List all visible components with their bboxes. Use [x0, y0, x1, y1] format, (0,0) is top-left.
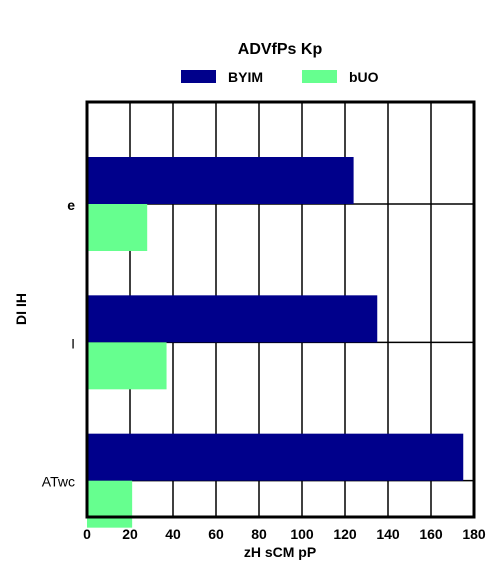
bar-byim-1 [87, 295, 377, 342]
legend: BYIM bUO [181, 69, 379, 85]
legend-label-byim: BYIM [228, 69, 263, 85]
x-tick-label-4: 80 [251, 526, 267, 542]
legend-swatch-byim [181, 70, 216, 83]
y-tick-label-2: ATwc [42, 474, 75, 490]
x-tick-label-0: 0 [83, 526, 91, 542]
bar-buo-0 [87, 204, 147, 251]
x-tick-label-3: 60 [208, 526, 224, 542]
x-axis-label: zH sCM pP [244, 544, 316, 560]
y-tick-labels: e I ATwc [42, 197, 75, 490]
chart-title: ADVfPs Kp [238, 41, 323, 58]
x-tick-label-9: 180 [462, 526, 486, 542]
bar-byim-2 [87, 434, 463, 481]
bar-byim-0 [87, 157, 354, 204]
legend-label-buo: bUO [349, 69, 379, 85]
y-axis-label: DI IH [13, 293, 29, 325]
x-tick-label-7: 140 [376, 526, 400, 542]
bar-buo-2 [87, 481, 132, 528]
y-tick-label-0: e [67, 197, 75, 213]
x-tick-label-2: 40 [165, 526, 181, 542]
y-tick-label-1: I [71, 335, 75, 351]
x-tick-label-8: 160 [419, 526, 443, 542]
x-tick-label-1: 20 [122, 526, 138, 542]
x-tick-label-5: 100 [290, 526, 314, 542]
x-tick-label-6: 120 [333, 526, 357, 542]
legend-swatch-buo [302, 70, 337, 83]
bar-buo-1 [87, 342, 167, 389]
x-tick-labels: 0 20 40 60 80 100 120 140 160 180 [83, 526, 486, 542]
